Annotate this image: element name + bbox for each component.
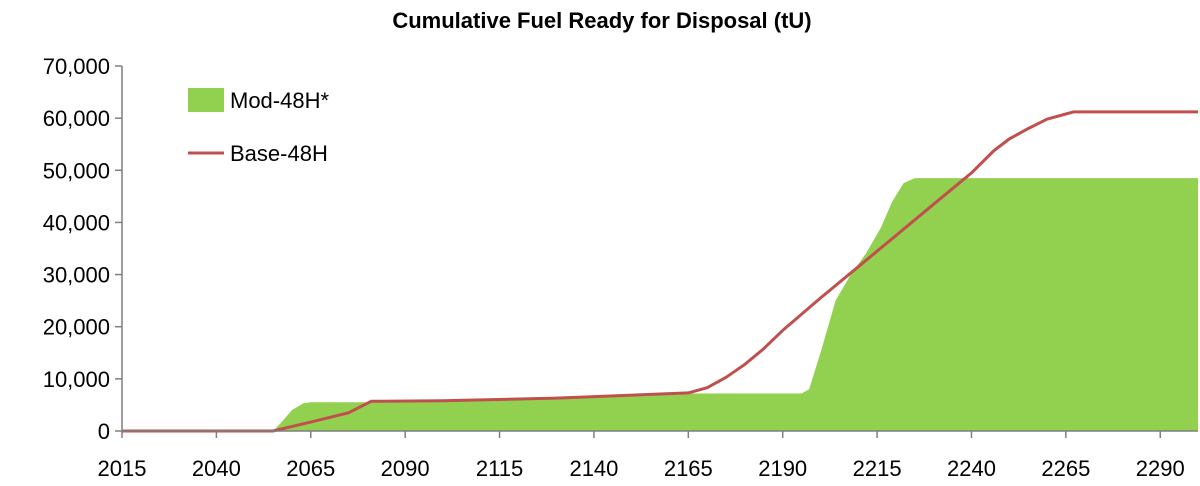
y-tick-label: 30,000 — [43, 263, 110, 288]
x-tick-label: 2165 — [664, 456, 713, 481]
y-tick-labels: 0 10,000 20,000 30,000 40,000 50,000 60,000 70,… — [43, 54, 110, 444]
x-tick-label: 2240 — [947, 456, 996, 481]
y-tick-label: 70,000 — [43, 54, 110, 79]
series-line-base-48h — [122, 110, 1198, 433]
x-tick-label: 2190 — [758, 456, 807, 481]
x-tick-label: 2140 — [569, 456, 618, 481]
x-tick-label: 2215 — [853, 456, 902, 481]
legend-label-mod-48h: Mod-48H* — [230, 88, 329, 113]
axes — [115, 65, 1198, 438]
series-area-mod-48h — [122, 178, 1198, 431]
x-tick-label: 2290 — [1136, 456, 1185, 481]
y-tick-label: 60,000 — [43, 106, 110, 131]
y-tick-label: 40,000 — [43, 210, 110, 235]
x-tick-label: 2090 — [381, 456, 430, 481]
x-tick-labels: 2015 2040 2065 2090 2115 2140 2165 2190 2215 2240… — [98, 456, 1185, 481]
y-tick-label: 0 — [98, 419, 110, 444]
legend-swatch-mod-48h — [188, 88, 224, 112]
legend: Mod-48H* Base-48H — [188, 88, 329, 166]
x-tick-label: 2065 — [286, 456, 335, 481]
x-tick-label: 2015 — [98, 456, 147, 481]
x-tick-label: 2115 — [476, 456, 523, 481]
plot-area — [122, 110, 1198, 433]
x-tick-label: 2040 — [192, 456, 241, 481]
y-tick-label: 10,000 — [43, 367, 110, 392]
y-tick-label: 20,000 — [43, 315, 110, 340]
x-tick-label: 2265 — [1041, 456, 1090, 481]
chart-title: Cumulative Fuel Ready for Disposal (tU) — [392, 8, 811, 33]
legend-label-base-48h: Base-48H — [230, 141, 328, 166]
y-tick-label: 50,000 — [43, 158, 110, 183]
